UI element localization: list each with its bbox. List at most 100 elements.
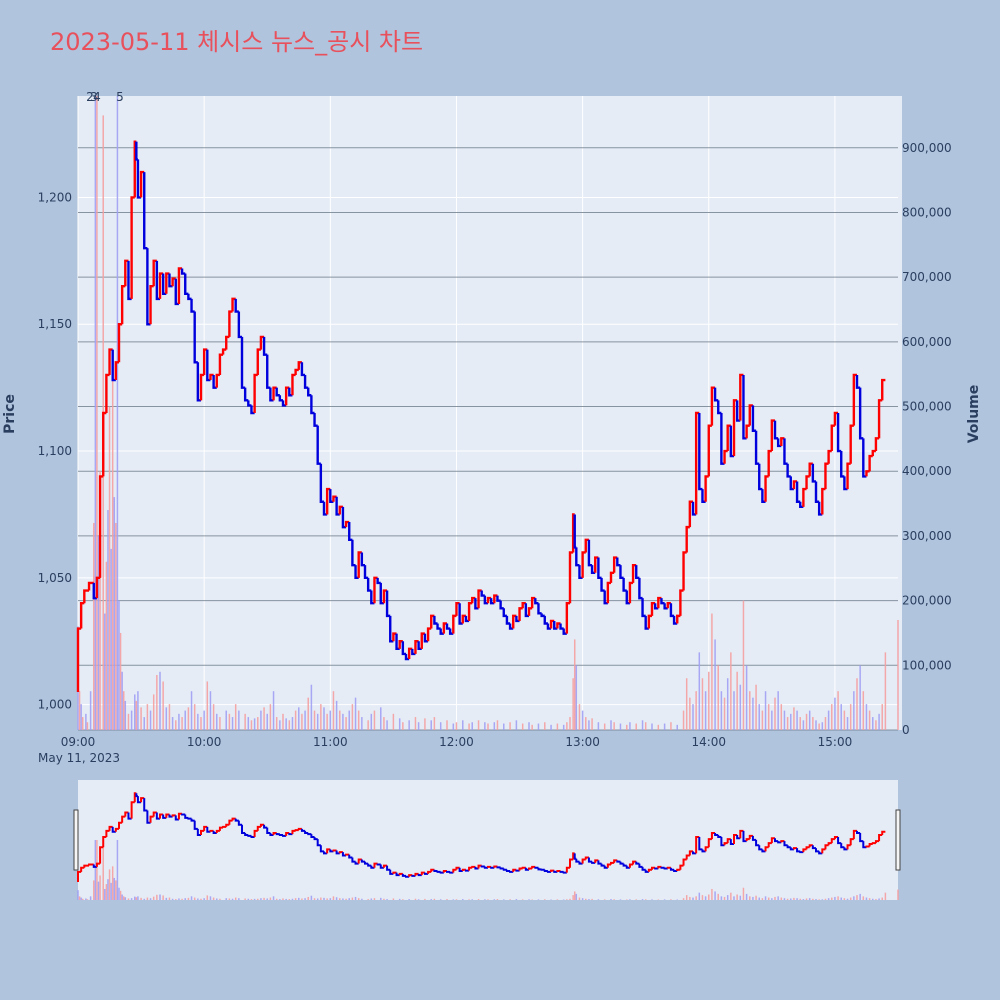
range-slider-price-segment [679,864,684,870]
volume-bar [225,710,227,730]
range-slider-volume-bar [790,898,792,900]
range-slider-right-handle[interactable] [895,809,901,871]
volume-bar [815,720,817,730]
range-slider-price-segment [241,824,246,834]
range-slider-price-segment [600,863,605,867]
range-slider-price-segment [282,834,287,837]
range-slider-left-handle[interactable] [73,809,79,871]
range-slider-price-segment [275,832,280,836]
volume-bar [263,707,265,730]
volume-bar [260,710,262,730]
time-tick-label: 11:00 [313,735,348,749]
range-slider-volume-bar [610,899,612,900]
range-slider-price-segment [414,872,419,876]
range-slider-price-segment [827,842,832,846]
volume-bar [124,700,127,730]
volume-bar [484,722,486,730]
volume-bar [698,652,701,730]
volume-bar [556,723,559,730]
news-annotation-label: 3 [90,90,98,104]
range-slider-price-segment [95,862,101,867]
range-slider-volume-bar [603,899,606,900]
volume-bar [764,691,767,730]
volume-bar [496,720,499,730]
volume-bar [135,700,138,730]
range-slider-volume-bar [853,896,855,900]
range-slider-volume-bar [320,897,322,900]
range-slider-price-segment [200,829,205,835]
range-slider-volume-bar [107,879,109,900]
range-slider-volume-bar [701,895,704,900]
range-slider-price-segment [720,837,725,847]
volume-bar [755,684,757,730]
range-slider-price-segment [329,849,334,853]
volume-bar [288,720,291,730]
range-slider-price-segment [660,866,665,869]
volume-bar [569,717,571,730]
volume-bar [81,717,84,730]
volume-bar [509,722,511,730]
range-slider-volume-bar [301,898,303,900]
volume-tick-label: 900,000 [902,141,952,155]
range-slider-price-segment [395,872,400,877]
range-slider-volume-bar [348,898,350,900]
volume-bar [573,639,576,730]
range-slider-price-segment [714,832,719,836]
range-slider-volume-bar [115,880,117,900]
range-slider-volume-bar [875,899,877,900]
volume-bar [799,717,801,730]
volume-bar [531,724,533,730]
volume-bar [200,717,202,730]
range-slider-price-segment [663,867,668,870]
range-slider-price-segment [528,867,533,870]
volume-bar [853,691,855,730]
range-slider-price-segment [789,847,794,851]
price-axis-ticks: 1,000 1,050 1,100 1,150 1,200 [38,190,72,711]
range-slider-volume-bar [733,896,735,900]
price-gridlines [77,96,898,730]
range-slider-price-segment [259,823,265,827]
range-slider-price-segment [401,873,406,877]
time-tick-label: 10:00 [187,735,222,749]
volume-bar [165,707,168,730]
range-slider-price-segment [77,870,82,883]
volume-bar [537,723,540,730]
range-slider-volume-bar [455,899,458,900]
range-slider-price-segment [811,845,816,850]
range-slider-volume-bar [310,895,313,900]
range-slider-price-segment [874,840,880,844]
range-slider-price-segment [316,839,321,847]
volume-bar [733,691,735,730]
range-slider-price-segment [856,830,861,834]
range-slider-price-segment [468,866,473,871]
range-slider-price-segment [263,824,268,829]
range-slider-volume-bar [613,899,615,900]
range-slider-price-segment [99,846,104,864]
range-slider-volume-bar [345,898,347,900]
range-slider-price-segment [357,858,362,864]
range-slider-volume-bar [730,892,732,900]
range-slider-price-segment [572,852,575,860]
range-slider-volume-bar [105,884,108,900]
range-slider-volume-bar [644,899,647,900]
volume-bar [723,697,726,730]
range-slider-price-segment [436,870,441,873]
range-slider-volume-bar [717,893,719,900]
volume-bar [588,720,590,730]
volume-bar [119,632,122,730]
range-slider-volume-bar [537,899,540,900]
range-slider-price-segment [256,825,261,831]
range-slider-price-segment [146,810,151,824]
volume-bar [840,704,842,730]
volume-bar [96,96,98,730]
volume-bar [357,710,360,730]
range-slider[interactable] [78,780,898,900]
range-slider-price-segment [704,846,709,852]
range-slider-volume-bar [99,875,101,900]
range-slider-price-segment [846,844,851,850]
range-slider-price-segment [524,867,529,871]
range-slider-price-segment [237,820,242,826]
volume-bar [749,691,751,730]
price-tick-label: 1,050 [38,571,72,585]
range-slider-price-segment [780,840,785,843]
